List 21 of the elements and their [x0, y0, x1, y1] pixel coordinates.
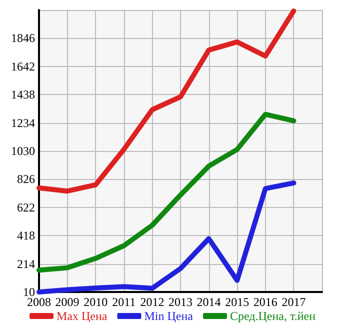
x-tick-label: 2014 — [196, 295, 221, 309]
x-tick-label: 2015 — [225, 295, 250, 309]
x-tick-label: 2011 — [112, 295, 136, 309]
y-tick-label: 1642 — [11, 59, 35, 74]
legend-label: Min Цена — [144, 309, 194, 323]
y-tick-label: 622 — [17, 200, 35, 214]
legend-label: Сред.Цена, т.йен — [230, 309, 316, 323]
x-tick-label: 2017 — [282, 295, 306, 309]
legend-label: Max Цена — [56, 309, 108, 323]
x-tick-label: 2010 — [84, 295, 108, 309]
y-tick-label: 418 — [17, 228, 35, 243]
x-tick-label: 2013 — [168, 295, 192, 309]
x-tick-label: 2016 — [253, 295, 278, 309]
y-tick-label: 1234 — [11, 116, 35, 130]
y-tick-label: 1438 — [11, 88, 35, 102]
y-tick-label: 1030 — [11, 144, 35, 158]
x-tick-label: 2009 — [55, 295, 80, 309]
y-tick-label: 214 — [17, 256, 35, 271]
y-tick-label: 1846 — [11, 31, 35, 46]
y-tick-label: 826 — [17, 172, 35, 186]
x-tick-label: 2012 — [140, 295, 164, 309]
